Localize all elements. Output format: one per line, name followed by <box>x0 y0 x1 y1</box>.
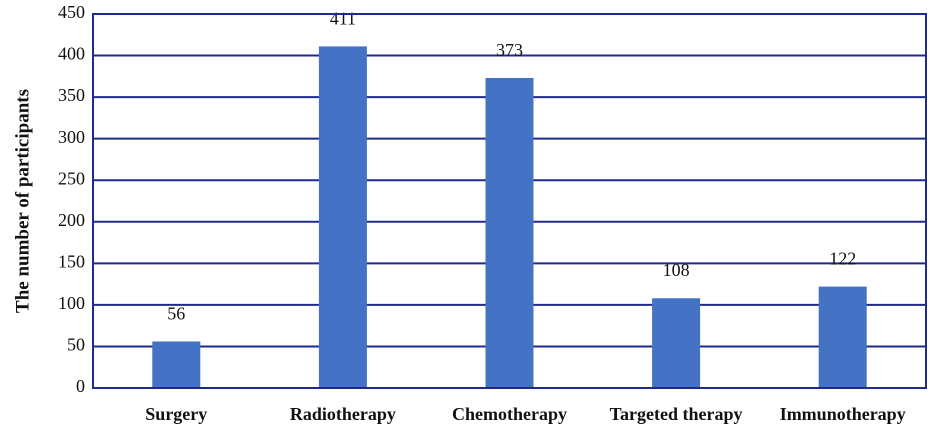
bar-chemotherapy <box>485 77 534 389</box>
category-label: Targeted therapy <box>610 404 743 424</box>
category-label: Surgery <box>145 404 207 424</box>
bars <box>152 46 867 389</box>
y-tick-label: 0 <box>76 376 85 396</box>
bar-surgery <box>152 341 201 388</box>
y-tick-label: 450 <box>58 2 85 22</box>
y-axis-title: The number of participants <box>12 89 33 313</box>
category-labels: Surgery Radiotherapy Chemotherapy Targeted … <box>145 404 905 424</box>
y-tick-label: 300 <box>58 127 85 147</box>
y-tick-label: 150 <box>58 251 85 271</box>
y-tick-label: 250 <box>58 168 85 188</box>
bar-targeted-therapy <box>652 298 701 388</box>
category-label: Radiotherapy <box>290 404 396 424</box>
plot-area-frame <box>92 13 927 389</box>
data-labels: 56 411 373 108 122 <box>167 8 856 323</box>
y-tick-label: 50 <box>67 335 85 355</box>
y-tick-label: 400 <box>58 44 85 64</box>
data-label: 373 <box>496 40 523 60</box>
y-tick-label: 200 <box>58 210 85 230</box>
category-label: Immunotherapy <box>780 404 906 424</box>
data-label: 411 <box>330 8 356 28</box>
data-label: 122 <box>829 249 856 269</box>
bar-radiotherapy <box>318 46 367 389</box>
bar-immunotherapy <box>818 286 867 388</box>
category-label: Chemotherapy <box>452 404 567 424</box>
data-label: 56 <box>167 303 185 323</box>
y-tick-label: 100 <box>58 293 85 313</box>
y-tick-labels: 0 50 100 150 200 250 300 350 400 450 <box>58 2 85 396</box>
data-label: 108 <box>663 260 690 280</box>
y-tick-label: 350 <box>58 85 85 105</box>
